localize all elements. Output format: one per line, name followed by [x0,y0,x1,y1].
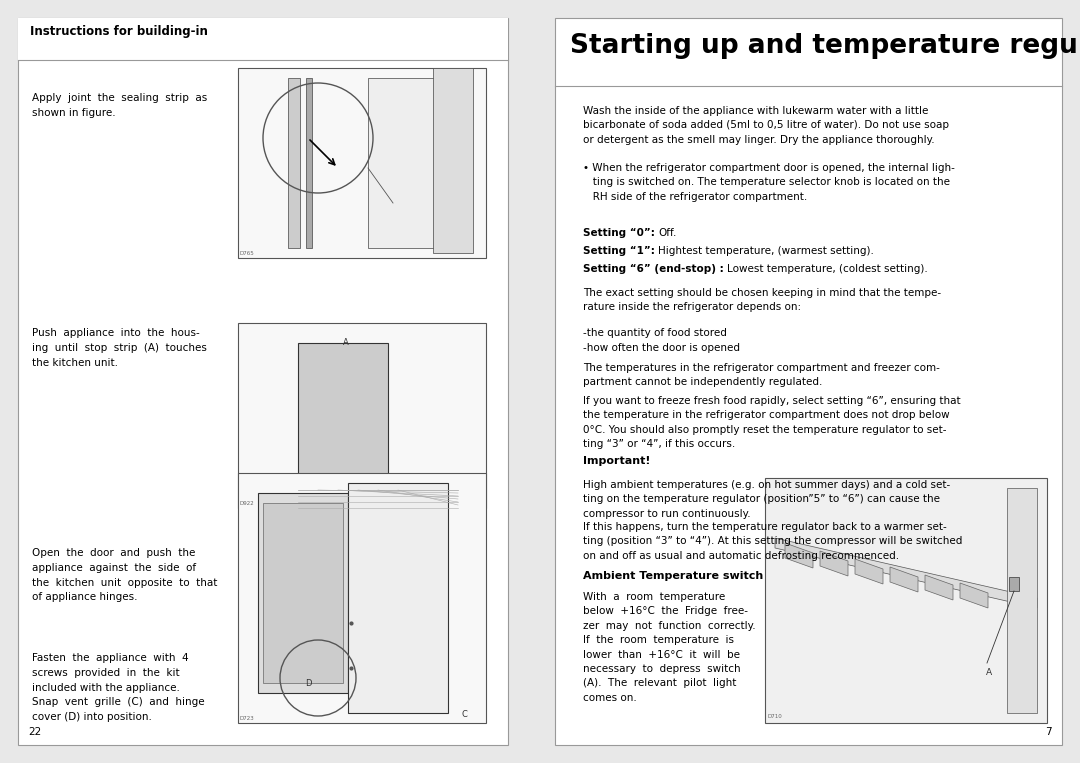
Text: Lowest temperature, (coldest setting).: Lowest temperature, (coldest setting). [727,264,928,274]
Text: Setting “1”:: Setting “1”: [583,246,659,256]
Text: Starting up and temperature regulation: Starting up and temperature regulation [570,33,1080,59]
Bar [18,18,508,60]
Text: A: A [986,668,993,677]
Bar [348,483,448,713]
Text: If you want to freeze fresh food rapidly, select setting “6”, ensuring that
the : If you want to freeze fresh food rapidly… [583,396,960,449]
Text: Wash the inside of the appliance with lukewarm water with a little
bicarbonate o: Wash the inside of the appliance with lu… [583,106,949,145]
Text: Important!: Important! [583,456,650,466]
Text: If this happens, turn the temperature regulator back to a warmer set-
ting (posi: If this happens, turn the temperature re… [583,522,962,561]
Text: Instructions for building-in: Instructions for building-in [30,25,207,38]
Polygon shape [775,538,1037,608]
Text: Off.: Off. [659,228,677,238]
Bar [433,68,473,253]
Bar [1007,488,1037,713]
Bar [1009,577,1020,591]
Bar [298,485,388,493]
Bar [765,478,1047,723]
Text: • When the refrigerator compartment door is opened, the internal ligh-
   ting i: • When the refrigerator compartment door… [583,163,955,201]
Polygon shape [890,567,918,592]
Text: With  a  room  temperature
below  +16°C  the  Fridge  free-
zer  may  not  funct: With a room temperature below +16°C the … [583,592,756,703]
Text: A: A [343,338,349,347]
Text: 7: 7 [1045,727,1052,737]
Text: C: C [461,710,467,719]
Polygon shape [855,559,883,584]
Text: -how often the door is opened: -how often the door is opened [583,343,740,353]
Text: 22: 22 [28,727,41,737]
Text: Apply  joint  the  sealing  strip  as
shown in figure.: Apply joint the sealing strip as shown i… [32,93,207,118]
Bar [238,68,486,258]
Text: D710: D710 [767,714,782,719]
Bar [258,493,348,693]
Text: -the quantity of food stored: -the quantity of food stored [583,328,727,338]
Polygon shape [960,583,988,608]
Bar [288,78,300,248]
Bar [264,503,343,683]
Polygon shape [785,543,813,568]
Polygon shape [924,575,953,600]
Text: Setting “0”:: Setting “0”: [583,228,659,238]
Bar [306,78,312,248]
Polygon shape [820,551,848,576]
Text: The temperatures in the refrigerator compartment and freezer com-
partment canno: The temperatures in the refrigerator com… [583,363,940,388]
Bar [238,323,486,508]
Bar [238,473,486,723]
Text: Open  the  door  and  push  the
appliance  against  the  side  of
the  kitchen  : Open the door and push the appliance aga… [32,548,217,603]
Text: D723: D723 [240,716,255,721]
Text: Setting “6” (end-stop) :: Setting “6” (end-stop) : [583,264,727,274]
Bar [555,18,1062,745]
Bar [298,343,388,488]
Text: Push  appliance  into  the  hous-
ing  until  stop  strip  (A)  touches
the kitc: Push appliance into the hous- ing until … [32,328,207,368]
Text: D: D [305,678,311,687]
Bar [18,18,508,745]
Text: Fasten  the  appliance  with  4
screws  provided  in  the  kit
included with the: Fasten the appliance with 4 screws provi… [32,653,204,723]
Text: High ambient temperatures (e.g. on hot summer days) and a cold set-
ting on the : High ambient temperatures (e.g. on hot s… [583,480,950,519]
Text: D765: D765 [240,251,255,256]
Text: D922: D922 [240,501,255,506]
Text: Ambient Temperature switch: Ambient Temperature switch [583,571,764,581]
Text: The exact setting should be chosen keeping in mind that the tempe-
rature inside: The exact setting should be chosen keepi… [583,288,941,312]
Text: Hightest temperature, (warmest setting).: Hightest temperature, (warmest setting). [659,246,875,256]
Bar [368,78,448,248]
